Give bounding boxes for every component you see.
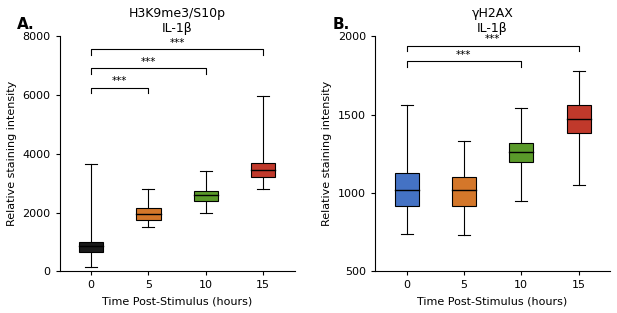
X-axis label: Time Post-Stimulus (hours): Time Post-Stimulus (hours) [102, 296, 252, 306]
Bar [452, 177, 476, 206]
Bar [79, 242, 103, 252]
Bar [395, 173, 419, 206]
Text: ***: *** [485, 34, 500, 44]
Text: ***: *** [112, 76, 128, 86]
Text: ***: *** [170, 38, 185, 48]
Text: ***: *** [141, 57, 156, 67]
Y-axis label: Relative staining intensity: Relative staining intensity [7, 81, 17, 226]
Y-axis label: Relative staining intensity: Relative staining intensity [323, 81, 333, 226]
Bar [566, 105, 590, 133]
Bar [136, 208, 160, 220]
Bar [251, 163, 275, 177]
Title: γH2AX
IL-1β: γH2AX IL-1β [471, 7, 513, 35]
Title: H3K9me3/S10p
IL-1β: H3K9me3/S10p IL-1β [128, 7, 226, 35]
Text: ***: *** [456, 50, 471, 60]
X-axis label: Time Post-Stimulus (hours): Time Post-Stimulus (hours) [418, 296, 568, 306]
Text: B.: B. [333, 17, 350, 32]
Text: A.: A. [17, 17, 35, 32]
Bar [509, 143, 533, 162]
Bar [194, 191, 218, 201]
